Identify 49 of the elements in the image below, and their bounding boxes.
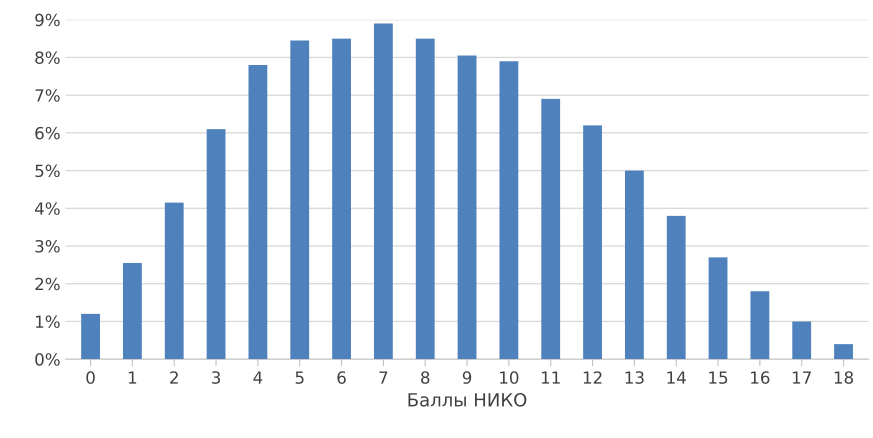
bar: [541, 98, 560, 360]
x-tick-label: 6: [337, 371, 346, 384]
x-tick-label: 11: [542, 371, 560, 384]
bar: [750, 291, 770, 360]
x-tick-label: 10: [500, 371, 518, 384]
y-tick-label: 9%: [35, 14, 60, 26]
bar: [81, 314, 100, 360]
x-tick-label: 2: [170, 371, 178, 384]
x-tick-label: 7: [379, 371, 388, 384]
x-tick-label: 3: [212, 371, 220, 384]
x-axis-title: Баллы НИКО: [408, 392, 526, 407]
bar: [834, 344, 853, 360]
x-tick-label: 1: [128, 371, 136, 384]
bar: [666, 216, 686, 360]
bar: [332, 38, 351, 360]
bar: [624, 170, 644, 360]
bar: [708, 257, 728, 360]
x-tick-label: 4: [253, 371, 262, 384]
x-tick-label: 17: [792, 371, 811, 384]
y-tick-label: 4%: [34, 202, 60, 215]
bar: [206, 129, 226, 360]
y-tick-label: 7%: [36, 89, 60, 102]
bar: [122, 262, 142, 360]
x-tick-label: 8: [421, 371, 430, 384]
x-tick-label: 5: [296, 371, 304, 384]
bar: [290, 40, 310, 360]
bar: [499, 61, 518, 360]
y-tick-label: 5%: [35, 164, 60, 178]
x-tick-label: 15: [709, 371, 728, 384]
y-tick-label: 0%: [35, 353, 60, 366]
bar: [583, 125, 602, 360]
y-tick-label: 8%: [35, 51, 60, 64]
x-tick-label: 12: [584, 371, 602, 384]
x-tick-label: 18: [834, 371, 853, 384]
bar: [416, 38, 435, 360]
bar: [374, 23, 393, 360]
x-tick-label: 16: [751, 371, 770, 384]
y-tick-label: 6%: [35, 126, 60, 140]
bar: [458, 56, 476, 360]
x-tick-label: 0: [86, 371, 95, 384]
bar: [164, 202, 184, 360]
x-tick-label: 9: [462, 371, 472, 384]
bar: [792, 321, 812, 360]
y-tick-label: 2%: [35, 278, 60, 290]
x-tick-label: 14: [667, 371, 686, 384]
y-tick-label: 3%: [35, 240, 60, 253]
y-tick-label: 1%: [36, 315, 60, 328]
bar: [248, 64, 268, 360]
x-tick-label: 13: [626, 371, 644, 384]
